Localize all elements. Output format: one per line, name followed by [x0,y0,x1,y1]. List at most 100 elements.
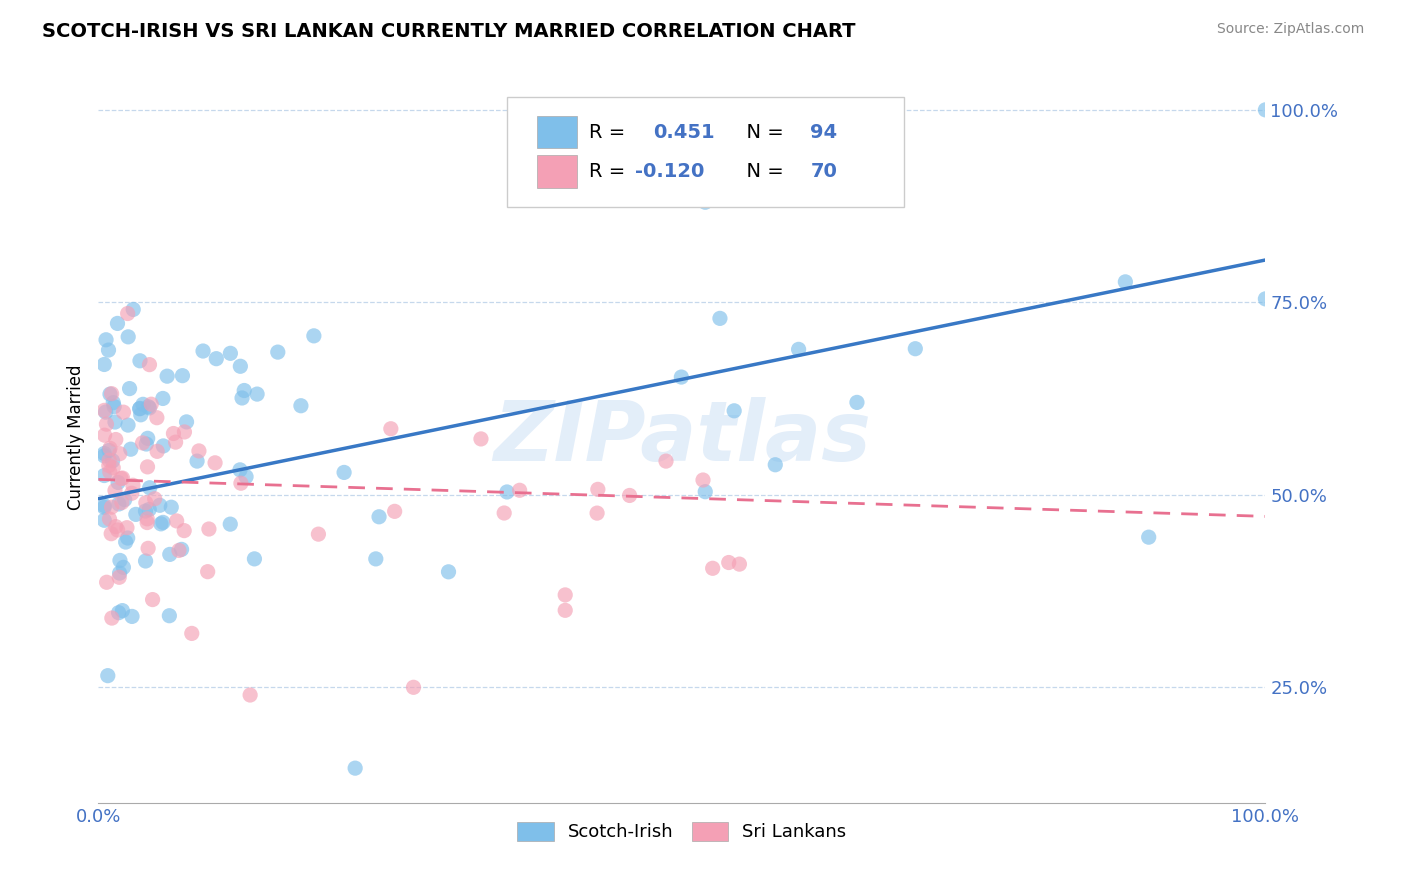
Point [402,681,425,695]
Point [494,506,516,520]
Point [135,554,157,568]
Point [695,484,717,499]
Point [138,400,160,414]
Point [187,444,209,458]
Point [135,496,157,510]
Point [112,405,135,419]
Point [152,516,174,530]
Point [128,401,150,416]
Point [904,342,927,356]
Point [110,471,132,485]
Point [333,466,356,480]
Text: 94: 94 [810,122,838,142]
Point [655,454,678,468]
Point [136,459,159,474]
Point [98,443,121,458]
Point [93,358,115,372]
Point [108,553,131,567]
Point [229,359,252,374]
Point [384,504,406,518]
Point [100,500,122,515]
Point [100,386,122,401]
Point [307,527,329,541]
Point [122,478,145,492]
Point [104,519,127,533]
Point [93,468,115,483]
Point [152,392,174,406]
Point [619,488,641,502]
Point [138,502,160,516]
Text: Source: ZipAtlas.com: Source: ZipAtlas.com [1216,22,1364,37]
Point [702,561,724,575]
Text: ZIPatlas: ZIPatlas [494,397,870,477]
Point [165,435,187,450]
Text: SCOTCH-IRISH VS SRI LANKAN CURRENTLY MARRIED CORRELATION CHART: SCOTCH-IRISH VS SRI LANKAN CURRENTLY MAR… [42,22,856,41]
Point [111,495,134,509]
Point [586,506,609,520]
Point [129,401,152,416]
Point [97,458,120,473]
Legend: Scotch-Irish, Sri Lankans: Scotch-Irish, Sri Lankans [510,814,853,848]
Point [107,475,129,490]
Point [159,548,181,562]
Point [229,463,252,477]
Text: 0.451: 0.451 [652,122,714,142]
Point [104,433,127,447]
Point [180,626,202,640]
Point [246,387,269,401]
Point [104,415,127,429]
Point [107,317,129,331]
Point [93,500,115,515]
Text: R =: R = [589,162,631,181]
Point [172,368,194,383]
Point [156,369,179,384]
Point [117,418,139,433]
Point [586,483,609,497]
Point [146,444,169,458]
Point [763,458,786,472]
Point [380,422,402,436]
Point [162,426,184,441]
Point [149,498,172,512]
Point [239,688,262,702]
Point [235,469,257,483]
Text: -0.120: -0.120 [636,162,704,181]
Point [1254,103,1277,117]
Point [93,446,115,460]
Point [117,306,139,320]
Point [131,436,153,450]
Point [219,517,242,532]
Point [101,454,124,468]
Point [267,345,290,359]
Point [111,604,134,618]
Point [496,485,519,500]
Point [231,391,253,405]
Point [717,556,740,570]
Point [1114,275,1136,289]
Text: N =: N = [734,162,790,181]
Point [166,514,188,528]
Point [136,516,159,530]
Point [120,442,142,457]
Point [114,535,136,549]
Point [93,499,115,513]
Point [108,566,131,581]
Point [302,329,325,343]
Point [108,447,131,461]
Point [132,397,155,411]
Point [103,395,125,409]
Point [121,609,143,624]
Point [93,513,115,527]
Point [191,344,214,359]
Point [121,486,143,500]
Point [108,570,131,584]
Point [135,437,157,451]
Point [129,408,152,422]
Point [114,492,136,507]
Point [198,522,221,536]
Point [107,497,129,511]
Point [129,353,152,368]
Point [94,405,117,419]
Point [98,453,121,467]
Point [97,668,120,682]
